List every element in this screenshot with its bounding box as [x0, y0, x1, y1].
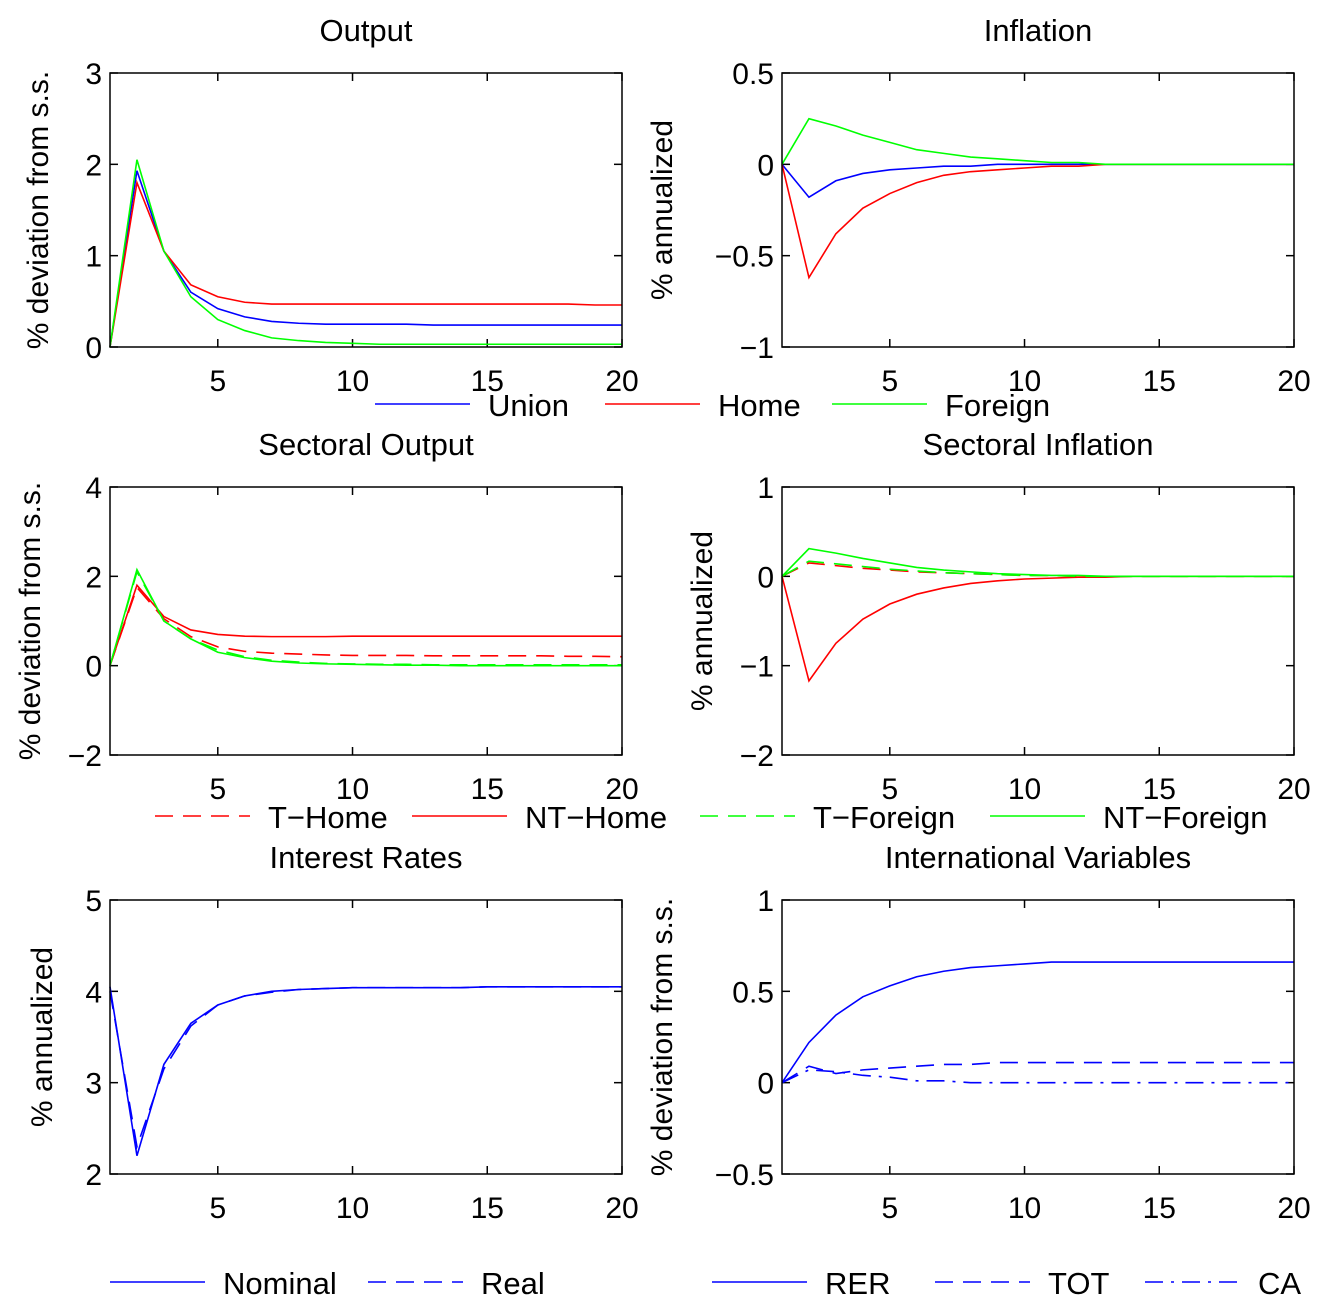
x-tick-label: 20 [605, 365, 638, 398]
series-line [781, 163, 1294, 199]
series-line [109, 985, 622, 1156]
x-tick-label: 10 [1008, 1192, 1041, 1225]
y-axis-label: % deviation from s.s. [22, 71, 55, 349]
legend-label: Nominal [223, 1266, 337, 1301]
y-tick-label: 1 [85, 241, 102, 274]
x-tick-label: 10 [336, 773, 369, 806]
axes-box [781, 486, 1295, 756]
y-tick-label: 2 [85, 561, 102, 594]
y-tick-label: −2 [740, 740, 774, 773]
y-tick-label: 0 [85, 332, 102, 365]
axes-box [781, 899, 1295, 1175]
y-tick-label: 3 [85, 58, 102, 91]
y-tick-label: 1 [757, 885, 774, 918]
y-axis-label: % annualized [686, 531, 719, 711]
legend-label: T−Home [268, 800, 388, 835]
chart-title: Sectoral Output [258, 427, 474, 462]
y-tick-label: 4 [85, 472, 102, 505]
series-line [109, 170, 622, 348]
y-tick-label: −1 [740, 332, 774, 365]
y-tick-label: 0 [85, 651, 102, 684]
x-tick-label: 5 [209, 365, 226, 398]
series-line [781, 117, 1294, 166]
y-tick-label: −2 [68, 740, 102, 773]
legend-label: Real [481, 1266, 545, 1301]
legend-label: NT−Home [525, 800, 667, 835]
y-tick-label: 0 [757, 149, 774, 182]
axes-box [109, 72, 623, 348]
legend-label: T−Foreign [813, 800, 955, 835]
x-tick-label: 15 [1143, 365, 1176, 398]
x-tick-label: 5 [881, 1192, 898, 1225]
y-axis-label: % deviation from s.s. [14, 482, 47, 760]
x-tick-label: 20 [1277, 365, 1310, 398]
x-tick-label: 15 [471, 1192, 504, 1225]
y-tick-label: 0 [757, 1068, 774, 1101]
y-axis-label: % deviation from s.s. [646, 898, 679, 1176]
y-tick-label: 0.5 [732, 976, 774, 1009]
series-line [109, 569, 622, 666]
x-tick-label: 20 [605, 1192, 638, 1225]
series-line [781, 547, 1294, 578]
y-axis-label: % annualized [646, 120, 679, 300]
chart-title: Output [319, 13, 412, 48]
x-tick-label: 5 [209, 1192, 226, 1225]
series-line [109, 159, 622, 348]
y-tick-label: 2 [85, 1159, 102, 1192]
x-tick-label: 10 [1008, 365, 1041, 398]
legend-label: TOT [1048, 1266, 1109, 1301]
series-line [781, 560, 1294, 578]
y-tick-label: −0.5 [715, 241, 774, 274]
axes-box [781, 72, 1295, 348]
legend-label: Union [488, 388, 569, 423]
chart-title: Inflation [984, 13, 1093, 48]
x-tick-label: 5 [209, 773, 226, 806]
x-tick-label: 15 [1143, 773, 1176, 806]
series-line [781, 575, 1294, 683]
x-tick-label: 10 [336, 1192, 369, 1225]
axes-box [109, 486, 623, 756]
chart-title: Sectoral Inflation [923, 427, 1154, 462]
x-tick-label: 15 [471, 365, 504, 398]
legend-label: NT−Foreign [1103, 800, 1268, 835]
x-tick-label: 5 [881, 773, 898, 806]
y-tick-label: 0.5 [732, 58, 774, 91]
x-tick-label: 20 [1277, 1192, 1310, 1225]
axes-box [109, 899, 623, 1175]
chart-title: International Variables [885, 840, 1191, 875]
y-tick-label: −0.5 [715, 1159, 774, 1192]
legend-label: RER [825, 1266, 890, 1301]
series-line [781, 1061, 1294, 1084]
series-line [109, 985, 622, 1150]
y-tick-label: 2 [85, 149, 102, 182]
y-tick-label: 5 [85, 885, 102, 918]
x-tick-label: 10 [336, 365, 369, 398]
y-tick-label: 3 [85, 1068, 102, 1101]
series-line [109, 583, 622, 666]
chart-title: Interest Rates [270, 840, 463, 875]
series-line [781, 1069, 1294, 1084]
x-tick-label: 20 [1277, 773, 1310, 806]
series-line [781, 163, 1294, 280]
x-tick-label: 10 [1008, 773, 1041, 806]
legend-label: CA [1258, 1266, 1301, 1301]
legend-label: Foreign [945, 388, 1050, 423]
series-line [781, 961, 1294, 1084]
y-tick-label: −1 [740, 651, 774, 684]
x-tick-label: 15 [1143, 1192, 1176, 1225]
x-tick-label: 5 [881, 365, 898, 398]
y-axis-label: % annualized [26, 947, 59, 1127]
legend-label: Home [718, 388, 801, 423]
x-tick-label: 20 [605, 773, 638, 806]
y-tick-label: 4 [85, 976, 102, 1009]
series-line [109, 585, 623, 666]
x-tick-label: 15 [471, 773, 504, 806]
y-tick-label: 1 [757, 472, 774, 505]
series-line [109, 567, 622, 667]
y-tick-label: 0 [757, 561, 774, 594]
series-line [109, 179, 622, 348]
